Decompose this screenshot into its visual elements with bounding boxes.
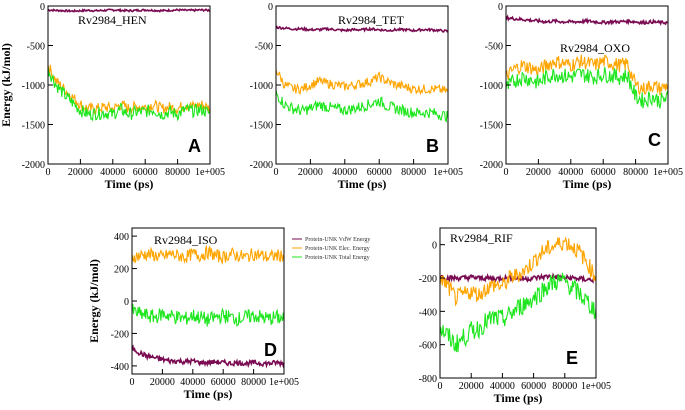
- x-tick-label: 20000: [459, 381, 484, 392]
- y-tick-label: -1000: [250, 81, 273, 92]
- x-axis-label: Time (ps): [184, 387, 233, 401]
- x-tick-label: 80000: [241, 377, 266, 388]
- series-total-line: [131, 303, 285, 327]
- x-tick-label: 1e+005: [581, 381, 611, 392]
- x-tick-label: 80000: [623, 167, 648, 178]
- legend-elec-label: Protein-UNK Elec. Energy: [305, 246, 370, 252]
- y-tick-label: -2000: [480, 160, 503, 171]
- series-vdw-line: [131, 344, 285, 369]
- x-tick-label: 60000: [591, 167, 616, 178]
- x-tick-label: 20000: [526, 167, 551, 178]
- legend-total-label: Protein-UNK Total Energy: [305, 255, 370, 261]
- series-elec-line: [505, 54, 669, 96]
- y-tick-label: 0: [432, 241, 437, 252]
- y-tick-label: -2000: [22, 160, 45, 171]
- y-tick-label: -400: [111, 362, 129, 373]
- x-tick-label: 40000: [100, 167, 125, 178]
- series-vdw-line: [47, 7, 210, 13]
- series-elec-line: [47, 64, 211, 116]
- chart-title: Rv2984_OXO: [560, 41, 630, 55]
- series-elec-line: [131, 244, 285, 265]
- chart-title: Rv2984_ISO: [154, 233, 218, 247]
- y-tick-label: -2000: [250, 160, 273, 171]
- x-tick-label: 20000: [298, 167, 323, 178]
- chart-title: Rv2984_TET: [338, 13, 405, 27]
- chart-panel-A: 0-500-1000-1500-20000 20000 40000 60000 8000…: [0, 2, 225, 191]
- x-tick-label: 0: [274, 167, 279, 178]
- x-tick-label: 20000: [150, 377, 175, 388]
- x-tick-label: 0: [504, 167, 509, 178]
- x-tick-label: 0: [438, 381, 443, 392]
- y-tick-label: -600: [419, 341, 437, 352]
- x-tick-label: 0: [46, 167, 51, 178]
- chart-panel-E: 0-200-400-600-8000 20000 40000 60000 80000 1e…: [419, 227, 611, 405]
- legend: Protein-UNK VdW Energy Protein-UNK Elec.…: [292, 237, 370, 261]
- x-tick-label: 40000: [490, 381, 515, 392]
- y-axis-label: Energy (kJ/mol): [87, 259, 101, 343]
- series-elec-line: [439, 236, 597, 307]
- y-tick-label: 200: [114, 265, 129, 276]
- chart-title: Rv2984_RIF: [450, 231, 513, 245]
- y-tick-label: -1000: [480, 81, 503, 92]
- y-tick-label: -1000: [22, 81, 45, 92]
- x-axis-label: Time (ps): [563, 177, 612, 191]
- panel-label: A: [188, 136, 201, 156]
- y-tick-label: -1500: [22, 121, 45, 132]
- x-tick-label: 40000: [180, 377, 205, 388]
- series-vdw-line: [505, 14, 669, 26]
- series-vdw-line: [275, 25, 449, 33]
- y-tick-label: -200: [111, 329, 129, 340]
- panel-label: C: [648, 130, 661, 150]
- y-tick-label: -500: [27, 42, 45, 53]
- y-tick-label: -200: [419, 274, 437, 285]
- x-tick-label: 20000: [68, 167, 93, 178]
- y-tick-label: -500: [255, 42, 273, 53]
- y-tick-label: -1500: [250, 121, 273, 132]
- x-tick-label: 1e+005: [269, 377, 299, 388]
- x-tick-label: 80000: [401, 167, 426, 178]
- x-tick-label: 1e+005: [195, 167, 225, 178]
- chart-title: Rv2984_HEN: [78, 13, 147, 27]
- x-tick-label: 40000: [332, 167, 357, 178]
- series-elec-line: [275, 69, 449, 96]
- x-tick-label: 60000: [367, 167, 392, 178]
- x-tick-label: 60000: [133, 167, 158, 178]
- y-tick-label: -400: [419, 307, 437, 318]
- y-tick-label: -500: [485, 42, 503, 53]
- x-tick-label: 0: [130, 377, 135, 388]
- x-tick-label: 40000: [558, 167, 583, 178]
- y-tick-label: 400: [114, 232, 129, 243]
- x-tick-label: 1e+005: [653, 167, 683, 178]
- y-tick-label: 0: [268, 2, 273, 13]
- panel-label: D: [264, 340, 277, 360]
- x-axis-label: Time (ps): [494, 391, 543, 405]
- chart-panel-B: 0-500-1000-1500-20000 20000 40000 60000 8000…: [250, 2, 463, 191]
- plot-frame: [439, 227, 597, 379]
- x-tick-label: 1e+005: [433, 167, 463, 178]
- y-tick-label: 0: [124, 297, 129, 308]
- x-axis-label: Time (ps): [338, 177, 387, 191]
- y-tick-label: -800: [419, 374, 437, 385]
- series-total-line: [275, 89, 449, 123]
- legend-vdw-label: Protein-UNK VdW Energy: [305, 237, 370, 243]
- plot-frame: [47, 5, 211, 165]
- y-tick-label: 0: [40, 2, 45, 13]
- x-tick-label: 60000: [521, 381, 546, 392]
- y-tick-label: -1500: [480, 121, 503, 132]
- x-tick-label: 80000: [552, 381, 577, 392]
- panel-label: E: [566, 348, 578, 368]
- series-total-line: [505, 67, 669, 109]
- chart-panel-C: 0-500-1000-1500-20000 20000 40000 60000 8000…: [480, 2, 683, 191]
- x-axis-label: Time (ps): [105, 177, 154, 191]
- x-tick-label: 60000: [211, 377, 236, 388]
- y-axis-label: Energy (kJ/mol): [0, 43, 13, 127]
- panel-label: B: [426, 136, 439, 156]
- plot-frame: [131, 227, 285, 375]
- y-tick-label: 0: [498, 2, 503, 13]
- x-tick-label: 80000: [165, 167, 190, 178]
- series-total-line: [47, 65, 211, 122]
- series-total-line: [439, 272, 597, 353]
